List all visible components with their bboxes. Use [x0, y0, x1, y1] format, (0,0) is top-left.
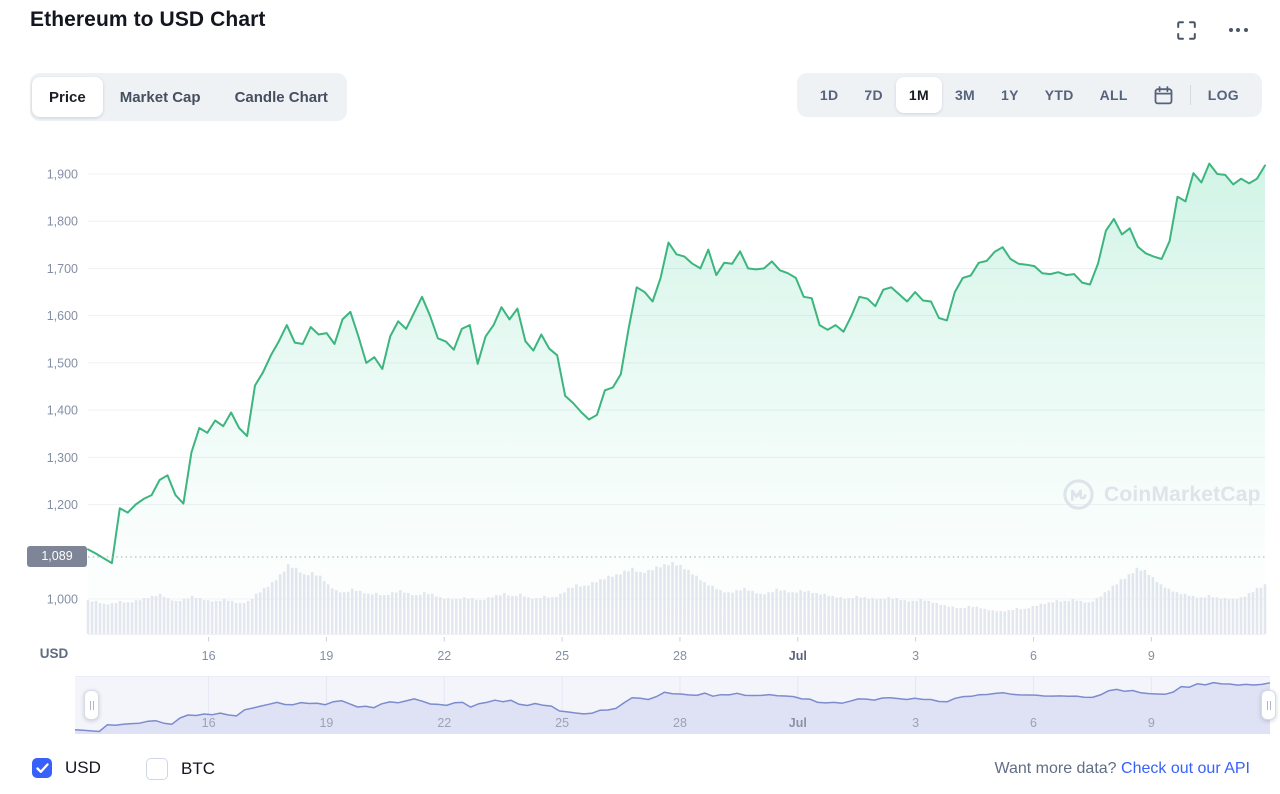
navigator-x-label: 9 — [1148, 716, 1155, 730]
usd-currency-toggle[interactable]: USD — [32, 758, 101, 778]
range-1d[interactable]: 1D — [807, 77, 852, 113]
axis-unit-label: USD — [39, 646, 69, 661]
toolbar-divider — [1189, 85, 1191, 105]
calendar-icon — [1154, 85, 1173, 104]
navigator-x-label: 16 — [202, 716, 216, 730]
range-1m[interactable]: 1M — [895, 77, 942, 113]
btc-checkbox[interactable] — [146, 758, 168, 780]
navigator-x-label: 28 — [673, 716, 687, 730]
navigator-area — [75, 682, 1270, 734]
price-area — [88, 163, 1265, 634]
tab-candle-chart[interactable]: Candle Chart — [218, 77, 345, 117]
price-line — [87, 162, 1266, 565]
navigator-left-handle[interactable] — [84, 690, 99, 720]
check-icon — [35, 762, 49, 773]
range-log[interactable]: LOG — [1195, 77, 1252, 113]
navigator-x-label: 6 — [1030, 716, 1037, 730]
y-axis-label: 1,500 — [47, 356, 78, 370]
usd-checkbox[interactable] — [32, 758, 52, 778]
more-options-button[interactable] — [1222, 16, 1254, 44]
x-axis-label: 25 — [555, 649, 569, 663]
x-axis-label: 19 — [319, 649, 333, 663]
y-axis-label: 1,700 — [47, 262, 78, 276]
api-link[interactable]: Check out our API — [1121, 760, 1250, 777]
y-axis-label: 1,800 — [47, 215, 78, 229]
y-axis-label: 1,900 — [47, 168, 78, 182]
x-axis-label: 16 — [202, 649, 216, 663]
calendar-button[interactable] — [1141, 77, 1186, 113]
fullscreen-button[interactable] — [1172, 16, 1200, 44]
usd-label: USD — [65, 758, 101, 777]
footer-row: USD BTC Want more data? Check out our AP… — [0, 752, 1280, 788]
range-1y[interactable]: 1Y — [988, 77, 1032, 113]
y-axis-label: 1,300 — [47, 451, 78, 465]
current-price-badge: 1,089 — [27, 546, 87, 567]
y-axis-label: 1,400 — [47, 404, 78, 418]
x-axis-label: 22 — [437, 649, 451, 663]
range-7d[interactable]: 7D — [851, 77, 896, 113]
range-all[interactable]: ALL — [1087, 77, 1141, 113]
page-title: Ethereum to USD Chart — [30, 8, 266, 31]
navigator-x-label: 25 — [555, 716, 569, 730]
time-range-toolbar: 1D 7D 1M 3M 1Y YTD ALL LOG — [796, 73, 1262, 117]
coinmarketcap-logo-icon — [1063, 479, 1094, 510]
ellipsis-icon — [1228, 28, 1233, 32]
watermark-text: CoinMarketCap — [1104, 482, 1261, 506]
navigator-x-label: 19 — [319, 716, 333, 730]
navigator-x-label: 22 — [437, 716, 451, 730]
y-axis-label: 1,200 — [47, 498, 78, 512]
promo-text: Want more data? — [994, 760, 1117, 777]
x-axis-label: 9 — [1148, 649, 1155, 663]
btc-label: BTC — [181, 759, 215, 778]
navigator-x-label: 3 — [912, 716, 919, 730]
chart-type-tabs: Price Market Cap Candle Chart — [30, 73, 347, 121]
range-3m[interactable]: 3M — [942, 77, 988, 113]
y-axis-label: 1,600 — [47, 309, 78, 323]
x-axis-label: 28 — [673, 649, 687, 663]
tab-price[interactable]: Price — [32, 77, 103, 117]
tab-market-cap[interactable]: Market Cap — [103, 77, 218, 117]
x-axis-label: Jul — [789, 649, 807, 663]
y-axis-label: 1,000 — [47, 592, 78, 606]
navigator-line — [74, 681, 1271, 733]
watermark: CoinMarketCap — [1062, 478, 1261, 511]
x-axis-label: 6 — [1030, 649, 1037, 663]
navigator-right-handle[interactable] — [1261, 690, 1276, 720]
navigator-x-label: Jul — [789, 716, 807, 730]
fullscreen-icon — [1176, 20, 1196, 40]
btc-currency-toggle[interactable]: BTC — [146, 758, 215, 780]
range-ytd[interactable]: YTD — [1032, 77, 1087, 113]
x-axis-label: 3 — [912, 649, 919, 663]
